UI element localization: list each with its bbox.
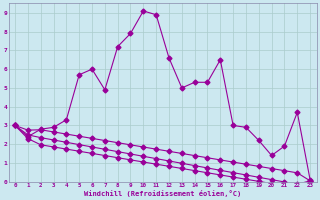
- X-axis label: Windchill (Refroidissement éolien,°C): Windchill (Refroidissement éolien,°C): [84, 190, 241, 197]
